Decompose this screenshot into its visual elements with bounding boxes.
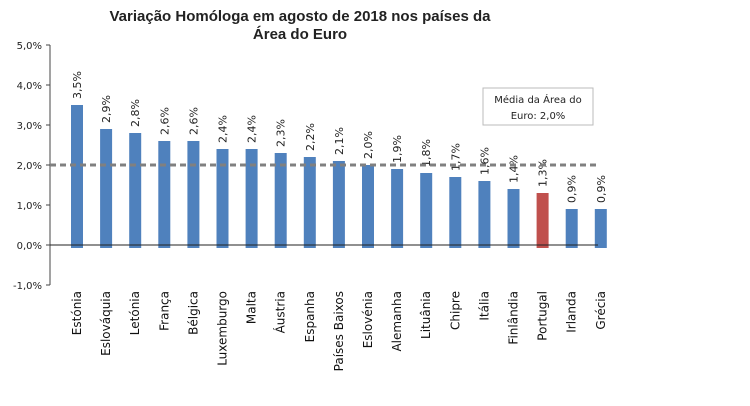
data-label: 1,6%: [478, 147, 491, 175]
category-label: Irlanda: [565, 291, 579, 333]
category-label: Letónia: [128, 291, 142, 335]
bar-Finlândia: [507, 189, 520, 248]
category-label: Chipre: [448, 291, 462, 330]
data-label: 2,6%: [187, 107, 200, 135]
category-label: Grécia: [594, 291, 608, 330]
y-tick-label: 5,0%: [17, 41, 42, 52]
bar-Estónia: [71, 105, 83, 248]
data-label: 2,2%: [304, 123, 317, 151]
bar-Espanha: [303, 157, 316, 248]
bar-França: [158, 141, 171, 248]
category-label: França: [157, 291, 171, 331]
bar-Lituânia: [420, 173, 433, 248]
average-label-line1: Média da Área do: [494, 93, 582, 106]
data-label: 2,9%: [100, 95, 113, 123]
bar-Países Baixos: [332, 161, 345, 248]
data-label: 2,4%: [246, 115, 259, 143]
category-label: Portugal: [536, 291, 550, 341]
bar-Malta: [245, 149, 258, 248]
data-label: 2,3%: [275, 119, 288, 147]
data-label: 1,8%: [420, 139, 433, 167]
y-tick-label: 2,0%: [17, 161, 42, 172]
category-label: Malta: [245, 291, 259, 324]
category-label: Lituânia: [419, 291, 433, 339]
data-label: 1,7%: [449, 143, 462, 171]
category-label: Itália: [477, 291, 491, 321]
bar-Alemanha: [391, 169, 404, 248]
bar-Eslováquia: [100, 129, 113, 248]
chart-title-line1: Variação Homóloga em agosto de 2018 nos …: [110, 8, 492, 25]
chart-title-line2: Área do Euro: [253, 26, 347, 43]
category-label: Finlândia: [507, 291, 521, 345]
category-label: Espanha: [303, 291, 317, 342]
category-label: Áustria: [273, 291, 288, 333]
bar-Eslovénia: [362, 165, 374, 248]
data-label: 3,5%: [71, 71, 84, 99]
category-label: Alemanha: [390, 291, 404, 352]
bar-Chipre: [449, 177, 462, 248]
category-label: Estónia: [70, 291, 84, 335]
category-label: Eslovénia: [361, 291, 375, 348]
data-label: 2,6%: [158, 107, 171, 135]
bar-Itália: [478, 181, 491, 248]
bar-Bélgica: [187, 141, 200, 248]
y-tick-label: -1,0%: [13, 281, 42, 292]
bar-Grécia: [594, 209, 607, 248]
y-tick-label: 3,0%: [17, 121, 42, 132]
bar-Irlanda: [565, 209, 578, 248]
data-label: 2,4%: [217, 115, 230, 143]
data-label: 1,4%: [508, 155, 521, 183]
data-label: 0,9%: [566, 175, 579, 203]
category-label: Bélgica: [186, 291, 200, 335]
bar-Luxemburgo: [216, 149, 229, 248]
data-label: 2,8%: [129, 99, 142, 127]
average-annotation-box: Média da Área do Euro: 2,0%: [482, 87, 594, 126]
bar-Portugal: [536, 193, 549, 248]
data-label: 1,3%: [537, 159, 550, 187]
data-label: 2,0%: [362, 131, 375, 159]
y-tick-label: 0,0%: [17, 241, 42, 252]
data-label: 1,9%: [391, 135, 404, 163]
y-tick-label: 4,0%: [17, 81, 42, 92]
category-label: Luxemburgo: [216, 291, 230, 366]
data-label: 0,9%: [595, 175, 608, 203]
y-tick-label: 1,0%: [17, 201, 42, 212]
category-label: Eslováquia: [99, 291, 113, 356]
average-label-line2: Euro: 2,0%: [511, 111, 566, 122]
bar-Letónia: [129, 133, 142, 248]
data-label: 2,1%: [333, 127, 346, 155]
category-label: Países Baixos: [332, 291, 346, 371]
bar-Áustria: [274, 153, 287, 248]
